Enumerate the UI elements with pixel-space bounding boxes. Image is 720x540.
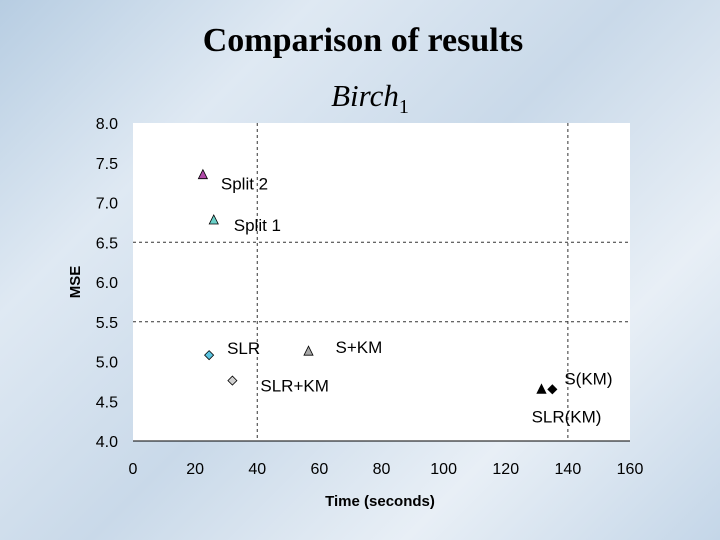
x-tick-label: 20 (186, 461, 204, 478)
x-tick-label: 80 (373, 461, 391, 478)
point-label-split-1: Split 1 (234, 216, 281, 235)
point-label-s-km: S+KM (336, 338, 383, 357)
x-tick-label: 0 (129, 461, 138, 478)
x-tick-label: 140 (555, 461, 582, 478)
slide-subtitle: Birch1 (300, 78, 440, 119)
y-tick-label: 8.0 (96, 116, 118, 133)
subtitle-subscript: 1 (398, 96, 409, 119)
y-tick-label: 6.0 (96, 275, 118, 292)
point-split-1 (208, 214, 219, 225)
x-tick-label: 160 (617, 461, 644, 478)
y-tick-label: 4.0 (96, 434, 118, 451)
x-tick-label: 40 (248, 461, 266, 478)
y-tick-label: 5.5 (96, 315, 118, 332)
x-tick-label: 60 (310, 461, 328, 478)
y-tick-label: 4.5 (96, 394, 118, 411)
point-label-slr-km: SLR(KM) (532, 407, 602, 426)
y-tick-label: 5.0 (96, 355, 118, 372)
point-slr (204, 350, 215, 361)
slide-title: Comparison of results (202, 22, 524, 59)
point-slr-km (536, 383, 547, 394)
x-axis-label: Time (seconds) (325, 493, 435, 510)
y-tick-label: 7.5 (96, 156, 118, 173)
y-tick-label: 7.0 (96, 196, 118, 213)
point-split-2 (197, 168, 209, 180)
point-slr-km (227, 375, 238, 386)
point-label-slr: SLR (227, 339, 260, 358)
plot-area (133, 123, 630, 441)
point-label-split-2: Split 2 (221, 175, 268, 194)
x-tick-label: 120 (492, 461, 519, 478)
y-tick-label: 6.5 (96, 235, 118, 252)
x-tick-label: 100 (430, 461, 457, 478)
point-label-s-km: S(KM) (564, 369, 612, 388)
subtitle-main: Birch (331, 78, 399, 113)
point-s-km (303, 345, 314, 356)
point-label-slr-km: SLR+KM (260, 377, 329, 396)
point-s-km (547, 384, 558, 395)
y-axis-label: MSE (67, 266, 84, 299)
